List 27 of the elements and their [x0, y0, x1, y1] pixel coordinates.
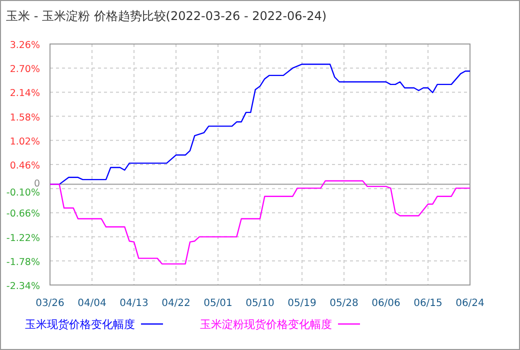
line-series	[49, 180, 471, 265]
x-tick-label: 05/28	[330, 298, 358, 309]
x-tick-label: 04/13	[120, 298, 148, 309]
y-tick-label: 1.58%	[10, 112, 40, 124]
y-tick-label: 3.26%	[10, 40, 40, 51]
y-tick-label: -1.22%	[6, 232, 40, 244]
x-tick-label: 03/26	[36, 298, 64, 309]
chart-title: 玉米 - 玉米淀粉 价格趋势比较(2022-03-26 - 2022-06-24)	[6, 9, 327, 23]
x-tick-label: 06/15	[414, 298, 442, 309]
x-tick-label: 04/04	[78, 298, 106, 309]
y-tick-label: 1.02%	[10, 136, 40, 148]
x-tick-label: 06/06	[372, 298, 400, 309]
y-tick-label: -0.10%	[6, 188, 40, 199]
x-tick-label: 06/24	[456, 298, 484, 309]
legend-label: 玉米现货价格变化幅度	[25, 318, 135, 331]
x-tick-label: 05/19	[288, 298, 316, 309]
y-tick-label: 0.46%	[10, 160, 40, 172]
x-tick-label: 05/10	[246, 298, 274, 309]
y-tick-label: -0.66%	[6, 208, 40, 220]
x-tick-label: 04/22	[162, 298, 190, 309]
y-tick-label: 2.70%	[10, 64, 40, 76]
y-tick-label: 0	[34, 178, 40, 190]
x-tick-label: 05/01	[204, 298, 232, 309]
legend-label: 玉米淀粉现货价格变化幅度	[200, 318, 332, 331]
y-tick-label: -2.34%	[6, 281, 40, 292]
y-tick-label: 2.14%	[10, 88, 40, 100]
y-tick-label: -1.78%	[6, 256, 40, 268]
